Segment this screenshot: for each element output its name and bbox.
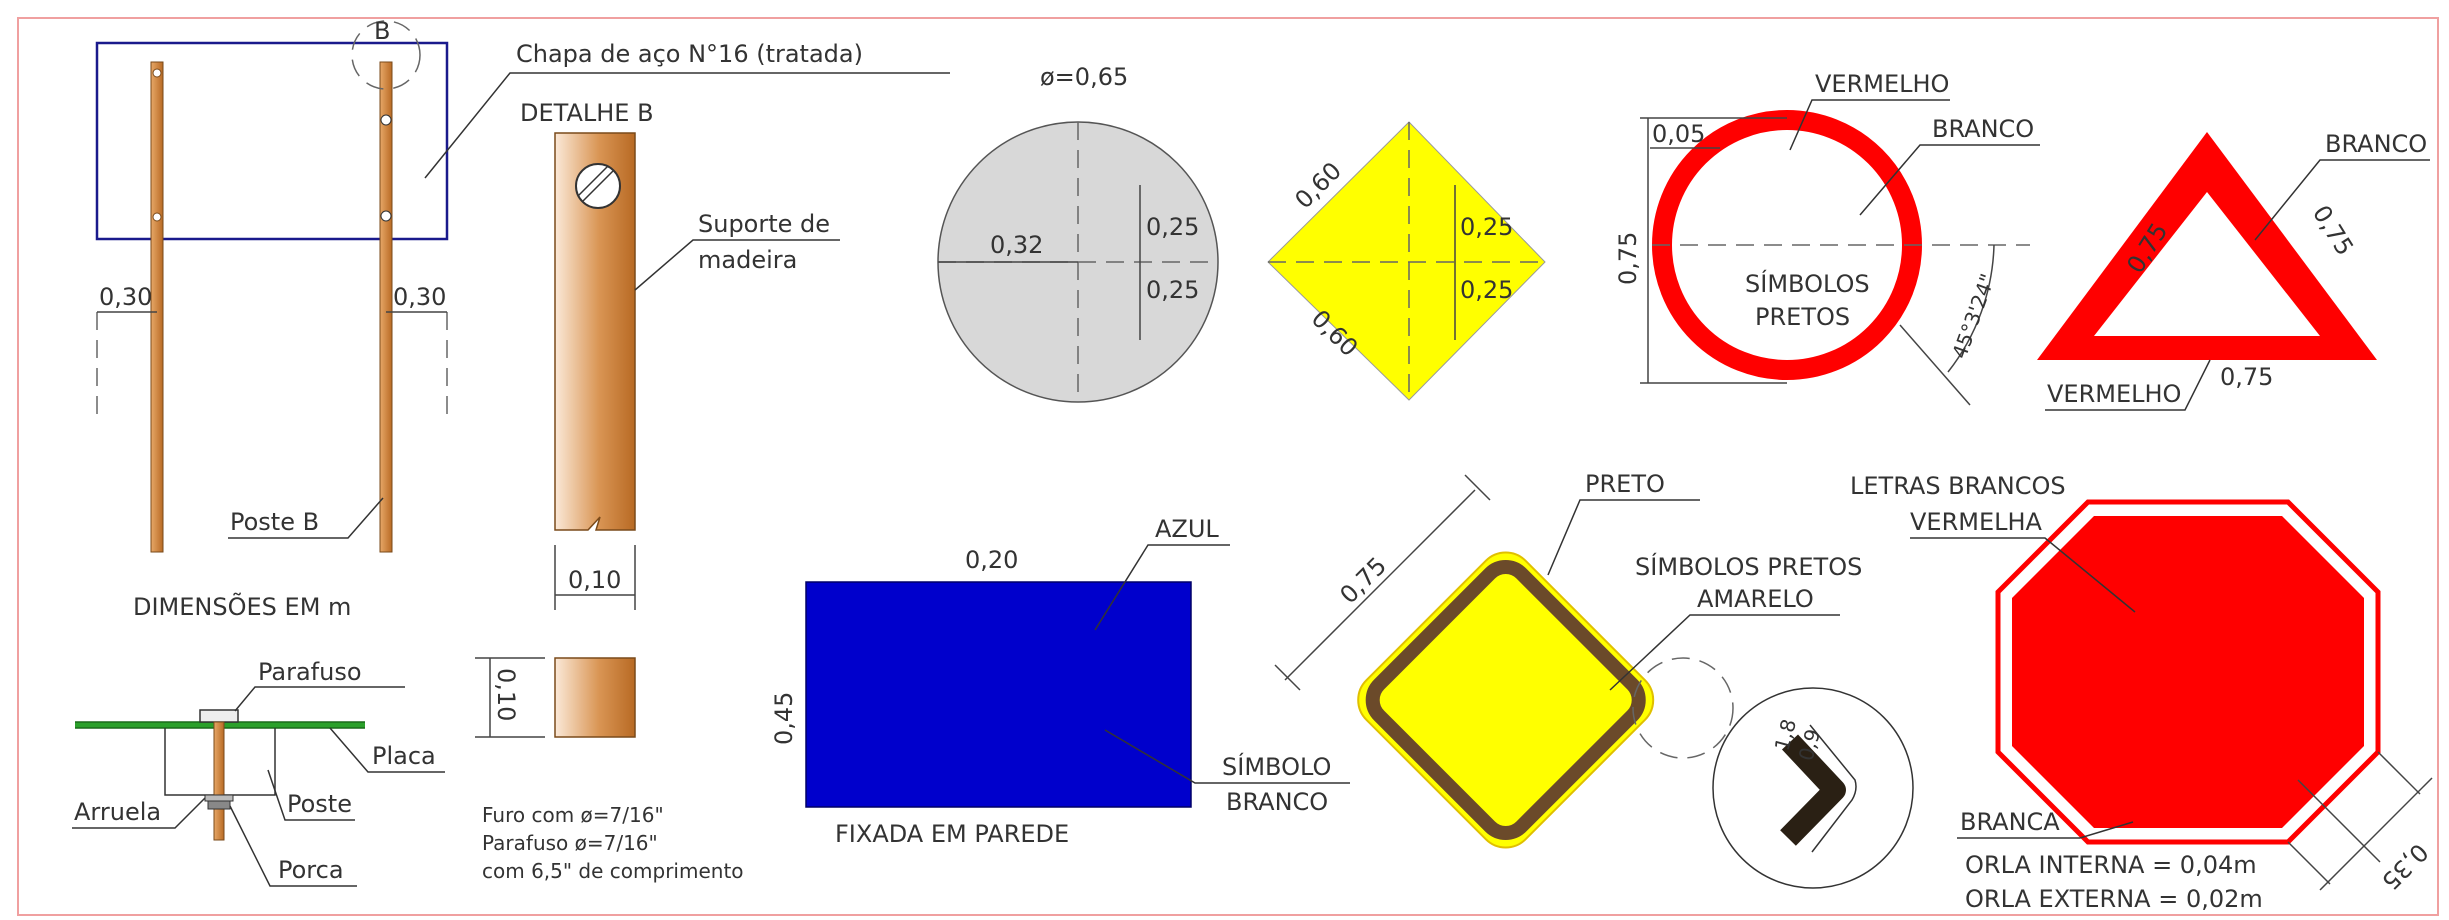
- octagon-fill-label: VERMELHA: [1910, 508, 2043, 536]
- post-right: [379, 61, 393, 553]
- detail-b: DETALHE B Suporte de madeira 0,10 0,10: [475, 99, 840, 738]
- circle-dim-bottom: 0,25: [1146, 276, 1199, 304]
- ring-outer-color: VERMELHO: [1815, 70, 1949, 98]
- ring-height: 0,75: [1614, 232, 1642, 285]
- parafuso-label: Parafuso: [258, 658, 362, 686]
- plate-label: Chapa de aço N°16 (tratada): [516, 40, 863, 68]
- octagon-outer-note: ORLA EXTERNA = 0,02m: [1965, 885, 2263, 913]
- octagon-red-fill: [2012, 516, 2364, 828]
- nut: [207, 800, 231, 810]
- diamond-dim-bottom: 0,25: [1460, 276, 1513, 304]
- blue-width: 0,20: [965, 546, 1018, 574]
- octagon-sign: LETRAS BRANCOS VERMELHA BRANCA ORLA INTE…: [1850, 472, 2434, 913]
- note-line-1: Furo com ø=7/16": [482, 803, 664, 827]
- corner-detail-circle: [1712, 687, 1914, 889]
- bolt-hole: [152, 212, 162, 222]
- signpost-elevation: B 0,30 0,30 Chapa de aço N°16 (tratada) …: [95, 17, 950, 621]
- wood-support: [554, 132, 636, 531]
- arruela-label: Arruela: [74, 798, 161, 826]
- dim-0-30-right: 0,30: [393, 283, 446, 311]
- ring-symbols-2: PRETOS: [1755, 303, 1850, 331]
- ring-border-width: 0,05: [1652, 120, 1705, 148]
- red-ring-sign: 0,75 0,05 VERMELHO BRANCO SÍMBOLOS PRETO…: [1614, 70, 2040, 406]
- bolt-hole: [380, 210, 392, 222]
- triangle-base: 0,75: [2220, 363, 2273, 391]
- circle-radius: 0,32: [990, 231, 1043, 259]
- note-line-3: com 6,5" de comprimento: [482, 859, 744, 883]
- ring-angle: 45°3'24": [1947, 271, 2000, 362]
- callout-b: B: [374, 17, 390, 45]
- section-dim: 0,10: [492, 668, 520, 721]
- warning-border-label: PRETO: [1585, 470, 1665, 498]
- circle-diameter: ø=0,65: [1040, 63, 1128, 91]
- warning-symbols-label: SÍMBOLOS PRETOS: [1635, 552, 1862, 581]
- circle-dim-top: 0,25: [1146, 213, 1199, 241]
- warning-brown-border: [1365, 559, 1646, 841]
- blue-mount-note: FIXADA EM PAREDE: [835, 820, 1069, 848]
- yellow-diamond: [1267, 121, 1546, 401]
- blue-height: 0,45: [770, 692, 798, 745]
- post-left: [150, 61, 164, 553]
- blue-color-label: AZUL: [1155, 515, 1219, 543]
- support-label-2: madeira: [698, 246, 797, 274]
- circular-sign: ø=0,65 0,32 0,25 0,25: [937, 63, 1219, 403]
- bolt-shaft: [213, 721, 225, 841]
- warning-diamond-sign: 0,75 PRETO SÍMBOLOS PRETOS AMARELO 1,8 0…: [1274, 470, 1914, 889]
- sign-plate: [95, 41, 449, 241]
- triangle-inner-color: BRANCO: [2325, 130, 2427, 158]
- corner-detail-marker: [1632, 657, 1734, 759]
- blue-rectangle: [805, 581, 1192, 808]
- support-section: [554, 657, 636, 738]
- drawing-frame: [17, 17, 2439, 916]
- ring-inner-color: BRANCO: [1932, 115, 2034, 143]
- bolt-assembly: Parafuso Placa Poste Arruela Porca Furo …: [72, 658, 744, 887]
- triangle-outer-color: VERMELHO: [2047, 380, 2181, 408]
- support-label-1: Suporte de: [698, 210, 830, 238]
- bolt-hole: [380, 114, 392, 126]
- detail-b-title: DETALHE B: [520, 99, 654, 127]
- units-note: DIMENSÕES EM m: [133, 591, 351, 621]
- washer: [204, 794, 234, 802]
- octagon-letters-label: LETRAS BRANCOS: [1850, 472, 2066, 500]
- placa-label: Placa: [372, 742, 436, 770]
- dim-0-30-left: 0,30: [99, 283, 152, 311]
- octagon-side: 0,35: [2376, 838, 2434, 896]
- diamond-dim-top: 0,25: [1460, 213, 1513, 241]
- warning-side: 0,75: [1334, 552, 1392, 610]
- warning-fill-label: AMARELO: [1697, 585, 1814, 613]
- ring-symbols-1: SÍMBOLOS: [1745, 269, 1870, 298]
- detail-b-marker: [351, 20, 421, 90]
- bolt-hole: [152, 68, 162, 78]
- poste-label: Poste: [287, 790, 352, 818]
- post-label: Poste B: [230, 508, 319, 536]
- blue-wall-sign: 0,20 0,45 AZUL SÍMBOLO BRANCO FIXADA EM …: [770, 515, 1350, 848]
- note-line-2: Parafuso ø=7/16": [482, 831, 658, 855]
- octagon-border-label: BRANCA: [1960, 808, 2060, 836]
- porca-label: Porca: [278, 856, 344, 884]
- red-ring: [1652, 110, 1922, 380]
- triangle-side-right: 0,75: [2307, 200, 2359, 260]
- blue-symbol-1: SÍMBOLO: [1222, 752, 1331, 781]
- bolt-head: [199, 709, 239, 723]
- yellow-diamond-sign: 0,60 0,60 0,25 0,25: [1267, 121, 1546, 401]
- corner-detail-chevron: [1780, 734, 1846, 846]
- triangle-sign: BRANCO 0,75 0,75 0,75 VERMELHO: [2037, 130, 2430, 411]
- white-triangle-inner: [2094, 192, 2320, 336]
- octagon-inner-note: ORLA INTERNA = 0,04m: [1965, 851, 2257, 879]
- width-dim: 0,10: [568, 566, 621, 594]
- blue-symbol-2: BRANCO: [1226, 788, 1328, 816]
